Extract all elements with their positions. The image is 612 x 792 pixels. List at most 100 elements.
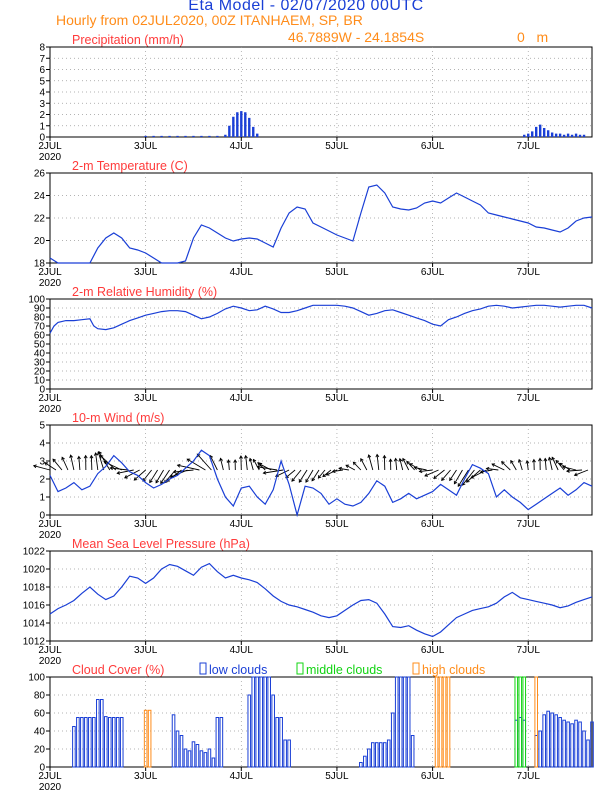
wind-arrow-head [262, 470, 267, 475]
wind-arrow-head [99, 454, 104, 459]
wind-arrow-head [345, 464, 350, 469]
low-cloud-bar [263, 676, 268, 768]
y-tick-label: 1016 [23, 601, 46, 612]
x-tick-label: 2JUL [38, 771, 62, 782]
wind-arrow-head [32, 464, 37, 469]
y-tick-label: 30 [34, 358, 46, 369]
high-cloud-bar [438, 676, 443, 768]
x-tick-label: 6JUL [421, 645, 445, 656]
precip-bar [232, 116, 235, 137]
low-cloud-bar [171, 714, 176, 768]
panel-title: Precipitation (mm/h) [72, 33, 184, 47]
wind-arrow-head [465, 479, 470, 483]
wind-arrow-head [291, 478, 295, 482]
wind-arrow-head [256, 465, 261, 470]
y-tick-label: 70 [34, 322, 46, 333]
wind-arrow-head [69, 454, 74, 459]
low-cloud-bar [187, 750, 192, 768]
precip-bar [574, 133, 578, 137]
y-tick-label: 20 [34, 745, 46, 756]
y-tick-label: 1014 [23, 619, 46, 630]
wind-arrow [548, 457, 553, 471]
wind-arrow-head [116, 470, 121, 475]
low-cloud-bar [578, 721, 582, 768]
precip-bar [550, 132, 554, 137]
wind-arrow [501, 461, 511, 471]
low-cloud-bar [76, 717, 80, 768]
wind-arrow [526, 460, 529, 471]
chart-subtitle: Hourly from 02JUL2020, 00Z ITANHAEM, SP,… [56, 12, 363, 28]
y-tick-label: 24 [34, 191, 46, 202]
low-cloud-bar [386, 739, 391, 768]
low-cloud-bar [582, 730, 586, 768]
x-tick-label: 4JUL [230, 771, 254, 782]
wind-arrow-head [305, 479, 309, 483]
low-cloud-bar [271, 694, 275, 768]
y-tick-label: 60 [34, 709, 46, 720]
wind-arrow [263, 469, 284, 474]
x-year-label: 2020 [39, 278, 62, 289]
wind-arrow [454, 469, 463, 485]
y-tick-label: 4 [39, 88, 45, 99]
y-tick-label: 1018 [23, 583, 46, 594]
low-cloud-bar [219, 717, 224, 768]
y-tick-label: 1 [39, 121, 45, 132]
wind-arrow [173, 469, 194, 473]
precip-bar [546, 130, 550, 137]
wind-arrow [305, 469, 314, 483]
precip-bar [558, 133, 562, 137]
precip-bar [554, 133, 558, 137]
precip-bar [578, 134, 582, 137]
wind-arrow [155, 469, 164, 483]
wind-arrow [44, 462, 57, 471]
precip-bar [531, 131, 534, 137]
low-cloud-bar [255, 676, 260, 768]
wind-arrow-head [257, 461, 261, 466]
wind-arrow-head [61, 456, 65, 461]
x-tick-label: 6JUL [421, 267, 445, 278]
wind-arrow-head [485, 466, 490, 471]
wind-arrow [110, 467, 128, 471]
x-tick-label: 3JUL [134, 267, 158, 278]
precip-bar [542, 128, 546, 137]
wind-arrow-head [176, 463, 181, 468]
wind-arrow [142, 469, 152, 482]
low-cloud-bar [84, 717, 88, 768]
precip-bar [216, 135, 219, 137]
precip-bar [538, 124, 542, 137]
wind-arrow [544, 458, 547, 471]
wind-arrow-head [172, 469, 177, 474]
y-tick-label: 0 [39, 133, 45, 144]
wind-arrow-head [562, 465, 566, 470]
x-tick-label: 2JUL [38, 645, 62, 656]
y-tick-label: 100 [28, 673, 45, 684]
wind-arrow [338, 467, 349, 471]
x-year-label: 2020 [39, 782, 62, 792]
precip-bar [562, 134, 566, 137]
wind-arrow-head [186, 458, 191, 462]
precip-bar [208, 135, 211, 137]
x-tick-label: 3JUL [134, 771, 158, 782]
precip-bar [566, 133, 570, 137]
x-year-label: 2020 [39, 530, 62, 541]
low-cloud-bar [566, 721, 570, 768]
wind-arrow-head [331, 469, 336, 474]
x-tick-label: 4JUL [230, 267, 254, 278]
low-cloud-bar [80, 717, 84, 768]
wind-arrow-head [52, 458, 57, 463]
low-cloud-bar [111, 717, 116, 768]
low-cloud-bar [115, 717, 120, 768]
x-tick-label: 2JUL [38, 141, 62, 152]
wind-arrow-head [226, 459, 231, 463]
x-tick-label: 7JUL [517, 393, 541, 404]
wind-arrow-head [360, 457, 364, 462]
precip-bar [160, 135, 163, 137]
x-tick-label: 7JUL [517, 645, 541, 656]
low-cloud-bar [72, 726, 76, 768]
wind-arrow [360, 458, 368, 471]
low-cloud-bar [199, 750, 204, 768]
y-tick-label: 80 [34, 313, 46, 324]
elevation-readout: 0 m [517, 29, 549, 45]
low-cloud-bar [374, 742, 379, 768]
wind-arrow [486, 468, 499, 471]
